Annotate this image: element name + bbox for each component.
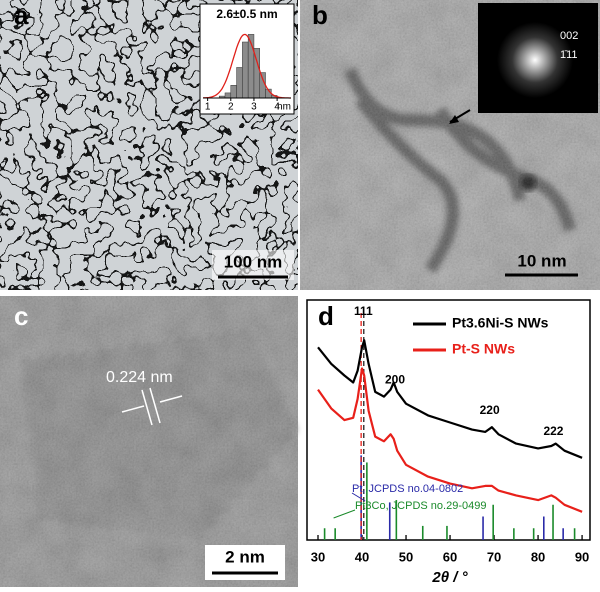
- panel-label: c: [14, 301, 28, 331]
- fft-label: 1̄11: [560, 49, 578, 61]
- x-tick-label: 60: [443, 549, 457, 564]
- panel-c: c 0.224 nm 2 nm: [0, 296, 298, 587]
- tick-label: 1: [205, 102, 211, 113]
- annotation: 0.224 nm: [106, 369, 173, 386]
- hist-bar: [242, 41, 249, 99]
- scale-label: 100 nm: [224, 252, 283, 271]
- legend-label: Pt3.6Ni-S NWs: [452, 315, 549, 331]
- scale-label: 10 nm: [517, 251, 566, 270]
- fft-pattern: [497, 22, 573, 98]
- arrow-head: [449, 115, 459, 124]
- x-tick-label: 50: [399, 549, 413, 564]
- panel-label: a: [14, 0, 29, 30]
- plot-frame: [306, 299, 591, 541]
- hist-bar: [236, 67, 243, 99]
- x-tick-label: 80: [531, 549, 545, 564]
- series-line: [317, 339, 583, 459]
- reference-label: Pt3Co, JCPDS no.29-0499: [355, 500, 486, 512]
- x-tick-label: 40: [355, 549, 369, 564]
- arrow: [159, 395, 183, 403]
- x-tick-label: 30: [311, 549, 325, 564]
- panel-b: b 002 1̄11 10 nm: [300, 0, 600, 290]
- peak-label: 111: [354, 304, 373, 318]
- panel-label: d: [318, 301, 334, 331]
- fringe-mark: [149, 387, 161, 424]
- axis-unit: nm: [277, 102, 291, 113]
- fringe-mark: [141, 389, 153, 426]
- panel-label: b: [312, 0, 328, 30]
- x-tick-label: 70: [487, 549, 501, 564]
- x-axis-label: 2θ / °: [431, 569, 468, 586]
- peak-label: 222: [543, 424, 563, 438]
- inset-title: 2.6±0.5 nm: [216, 7, 277, 21]
- panel-d: d 2θ / °: [306, 299, 591, 586]
- scale-label: 2 nm: [225, 547, 265, 566]
- arrow: [121, 405, 145, 413]
- fft-label: 002: [560, 30, 578, 42]
- peak-label: 200: [385, 372, 405, 386]
- tick-label: 2: [228, 102, 234, 113]
- grain: [0, 296, 298, 587]
- tick-label: 4: [274, 102, 280, 113]
- series-line: [317, 367, 583, 513]
- scale-bg: [212, 250, 294, 280]
- reference-pointer: [333, 509, 356, 519]
- tick-label: 3: [251, 102, 257, 113]
- peak-label: 220: [480, 403, 500, 417]
- hist-bar: [224, 92, 232, 99]
- legend-label: Pt-S NWs: [452, 341, 515, 357]
- x-tick-label: 90: [575, 549, 589, 564]
- reference-pointer: [351, 492, 366, 502]
- fit-curve: [202, 33, 291, 99]
- reference-label: Pt, JCPDS no.04-0802: [352, 483, 463, 495]
- hist-bar: [259, 72, 266, 99]
- hist-bar: [230, 85, 237, 99]
